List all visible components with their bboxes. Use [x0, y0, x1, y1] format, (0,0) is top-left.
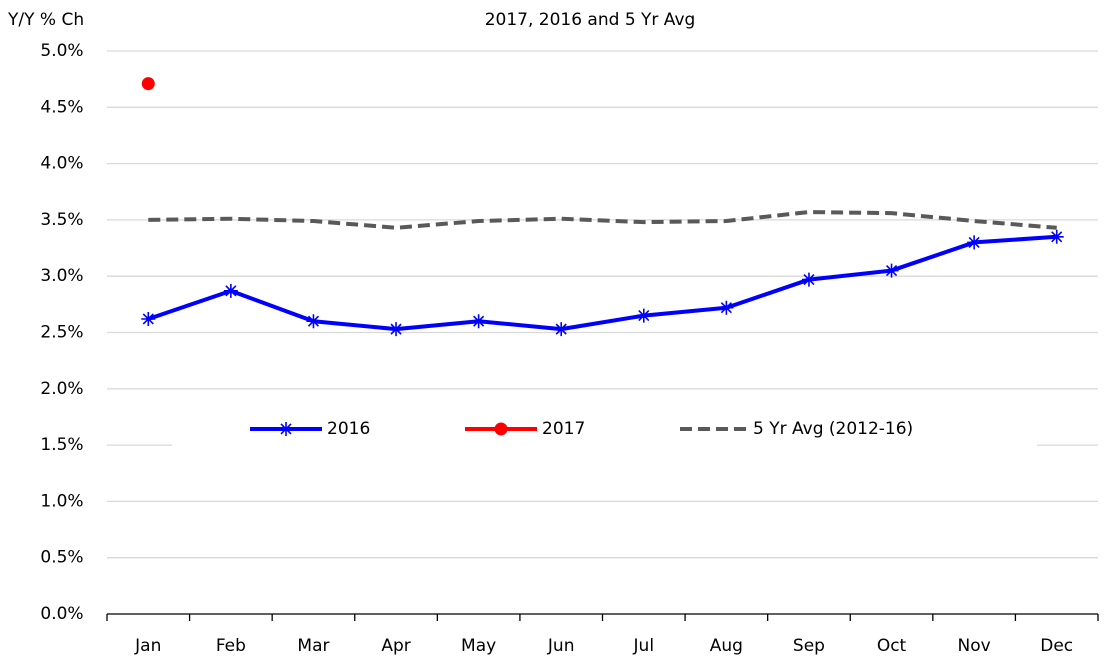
star-marker	[554, 322, 569, 337]
star-marker	[141, 311, 156, 326]
x-tick-label: Feb	[216, 636, 246, 656]
x-tick-label: Oct	[877, 636, 907, 656]
x-tick-label: Jul	[633, 636, 655, 656]
y-tick-label: 2.0%	[40, 379, 83, 399]
x-tick-label: Nov	[958, 636, 991, 656]
star-marker	[279, 421, 293, 436]
series-line	[147, 234, 1057, 332]
x-tick-label: Sep	[793, 636, 825, 656]
legend-label: 2016	[327, 419, 370, 439]
star-marker	[719, 300, 734, 315]
star-marker	[636, 308, 651, 323]
x-tick-label: Mar	[297, 636, 329, 656]
x-tick-label: Jan	[134, 636, 161, 656]
star-marker	[389, 322, 404, 337]
y-tick-label: 0.5%	[40, 548, 83, 568]
x-tick-label: May	[461, 636, 496, 656]
star-marker	[884, 263, 899, 278]
y-tick-label: 5.0%	[40, 41, 83, 61]
x-tick-label: Aug	[710, 636, 743, 656]
x-tick-label: Dec	[1040, 636, 1073, 656]
y-tick-label: 1.0%	[40, 491, 83, 511]
series-line	[148, 210, 1057, 230]
y-tick-label: 1.5%	[40, 435, 83, 455]
star-marker	[306, 314, 321, 329]
x-tick-label: Apr	[381, 636, 410, 656]
legend-label: 5 Yr Avg (2012-16)	[753, 419, 913, 439]
star-marker	[801, 272, 816, 287]
chart-title: 2017, 2016 and 5 Yr Avg	[485, 10, 696, 30]
y-tick-label: 3.5%	[40, 210, 83, 230]
y-tick-label: 0.0%	[40, 604, 83, 624]
y-axis-label: Y/Y % Ch	[7, 10, 84, 30]
y-tick-label: 2.5%	[40, 323, 83, 343]
y-tick-label: 4.0%	[40, 154, 83, 174]
legend-label: 2017	[542, 419, 585, 439]
star-marker	[967, 235, 982, 250]
y-tick-label: 4.5%	[40, 97, 83, 117]
y-tick-label: 3.0%	[40, 266, 83, 286]
star-marker	[223, 283, 238, 298]
x-tick-label: Jun	[547, 636, 575, 656]
circle-marker	[141, 77, 155, 91]
star-marker	[471, 314, 486, 329]
star-marker	[1049, 229, 1064, 244]
circle-marker	[494, 422, 508, 436]
